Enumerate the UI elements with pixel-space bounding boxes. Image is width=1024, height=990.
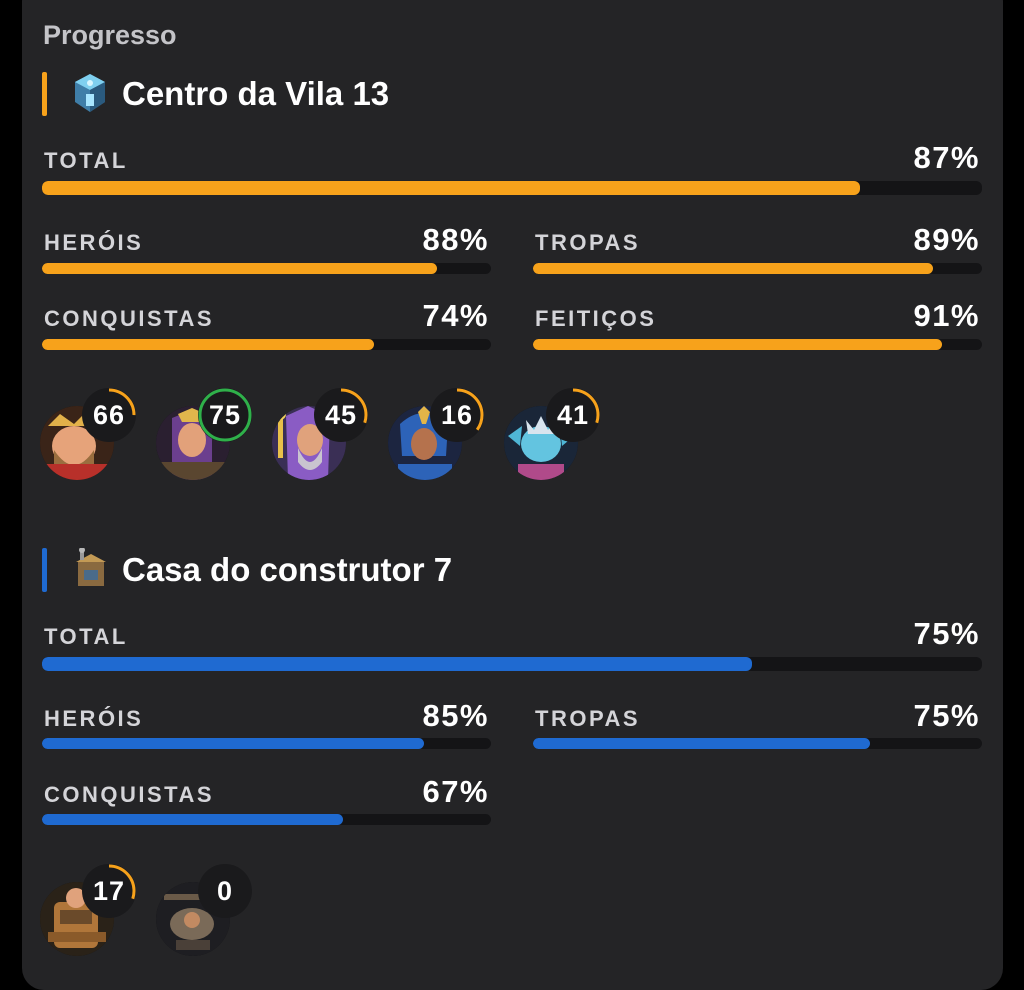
builder-section-title: Casa do construtor 7 — [122, 551, 453, 588]
home-spells-label: FEITIÇOS — [535, 306, 657, 331]
level-ring-arc — [314, 388, 368, 442]
builder-total-progress-fill — [42, 657, 752, 671]
home-section-title: Centro da Vila 13 — [122, 75, 390, 112]
minion-prince-level: 41 — [556, 399, 590, 430]
progress-card — [22, 0, 1003, 990]
royal-champion-level: 16 — [440, 399, 474, 430]
builder-total-label: TOTAL — [44, 624, 128, 649]
level-ring-arc — [430, 388, 484, 442]
home-total-progress-fill — [42, 181, 860, 195]
builder-hall-icon — [76, 548, 106, 586]
battle-machine-level: 17 — [92, 875, 126, 906]
level-ring-arc — [82, 388, 136, 442]
home-troops-label: TROPAS — [535, 230, 641, 255]
builder-troops-progress-fill — [533, 738, 870, 749]
home-troops-progress — [533, 263, 982, 274]
builder-total-value: 75% — [913, 616, 980, 651]
builder-troops-progress — [533, 738, 982, 749]
builder-accent-bar — [42, 548, 47, 592]
home-achievements-progress — [42, 339, 491, 350]
builder-achievements-progress-fill — [42, 814, 343, 825]
level-ring-arc — [546, 388, 600, 442]
home-spells-progress — [533, 339, 982, 350]
minion-prince-level-ring — [546, 388, 600, 442]
home-troops-progress-fill — [533, 263, 933, 274]
hero-archer-queen[interactable]: 75 — [156, 388, 256, 488]
archer-queen-level-ring — [198, 388, 252, 442]
grand-warden-avatar — [272, 406, 346, 480]
builder-total-progress — [42, 657, 982, 671]
hero-barbarian-king[interactable]: 66 — [40, 388, 140, 488]
builder-achievements-value: 67% — [422, 774, 489, 809]
town-hall-icon — [75, 74, 105, 112]
battle-copter-level: 0 — [216, 875, 234, 906]
builder-troops-value: 75% — [913, 698, 980, 733]
builder-heroes-value: 85% — [422, 698, 489, 733]
archer-queen-level-badge: 75 — [198, 388, 252, 442]
grand-warden-level: 45 — [324, 399, 358, 430]
hero-grand-warden[interactable]: 45 — [272, 388, 372, 488]
level-ring-arc — [82, 864, 136, 918]
builder-heroes-progress — [42, 738, 491, 749]
home-spells-value: 91% — [913, 298, 980, 333]
card-header: Progresso — [43, 20, 177, 50]
battle-machine-level-ring — [82, 864, 136, 918]
royal-champion-level-ring — [430, 388, 484, 442]
archer-queen-level: 75 — [208, 399, 242, 430]
home-total-value: 87% — [913, 140, 980, 175]
battle-machine-avatar — [40, 882, 114, 956]
royal-champion-level-badge: 16 — [430, 388, 484, 442]
home-accent-bar — [42, 72, 47, 116]
barbarian-king-level-badge: 66 — [82, 388, 136, 442]
home-troops-value: 89% — [913, 222, 980, 257]
battle-machine-level-badge: 17 — [82, 864, 136, 918]
builder-heroes-progress-fill — [42, 738, 424, 749]
builder-troops-label: TROPAS — [535, 706, 641, 731]
home-spells-progress-fill — [533, 339, 942, 350]
hero-battle-machine[interactable]: 17 — [40, 864, 140, 964]
grand-warden-level-badge: 45 — [314, 388, 368, 442]
builder-heroes-label: HERÓIS — [44, 706, 144, 731]
hero-battle-copter[interactable]: 0 — [156, 864, 256, 964]
home-total-progress — [42, 181, 982, 195]
builder-achievements-progress — [42, 814, 491, 825]
home-heroes-progress — [42, 263, 491, 274]
builder-achievements-label: CONQUISTAS — [44, 782, 215, 807]
royal-champion-avatar — [388, 406, 462, 480]
home-heroes-label: HERÓIS — [44, 230, 144, 255]
minion-prince-level-badge: 41 — [546, 388, 600, 442]
home-achievements-value: 74% — [422, 298, 489, 333]
hero-minion-prince[interactable]: 41 — [504, 388, 604, 488]
home-heroes-progress-fill — [42, 263, 438, 274]
home-heroes-value: 88% — [422, 222, 489, 257]
home-achievements-label: CONQUISTAS — [44, 306, 215, 331]
grand-warden-level-ring — [314, 388, 368, 442]
home-achievements-progress-fill — [42, 339, 375, 350]
home-total-label: TOTAL — [44, 148, 128, 173]
barbarian-king-level: 66 — [92, 399, 126, 430]
minion-prince-avatar — [504, 406, 578, 480]
level-ring-arc — [198, 388, 252, 442]
battle-copter-level-badge: 0 — [198, 864, 252, 918]
barbarian-king-level-ring — [82, 388, 136, 442]
hero-royal-champion[interactable]: 16 — [388, 388, 488, 488]
